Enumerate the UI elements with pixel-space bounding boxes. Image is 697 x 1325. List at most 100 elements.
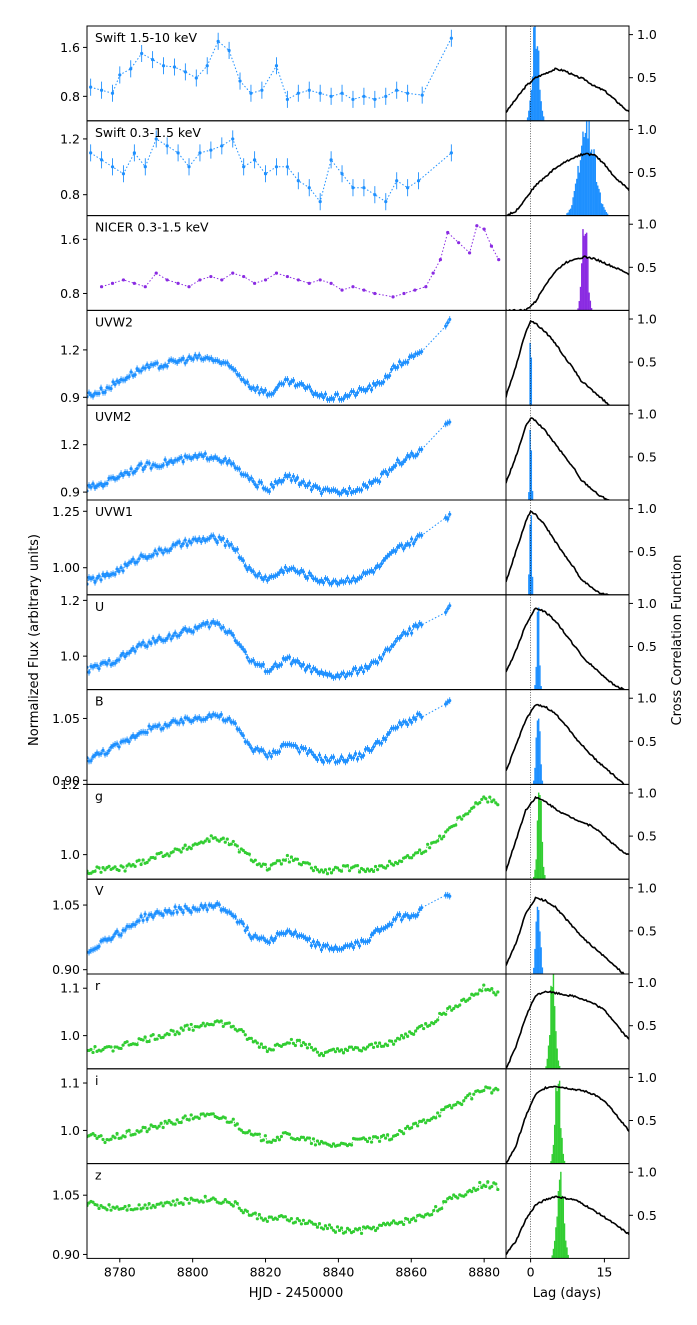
panel-label-3: UVW2 <box>95 314 133 329</box>
data-point <box>231 137 235 141</box>
data-point <box>123 1204 127 1209</box>
data-point <box>217 535 221 539</box>
data-point <box>245 380 249 384</box>
panel-2: NICER 0.3-1.5 keV 0.8 1.6 0.5 1.0 <box>60 215 657 311</box>
data-point <box>201 906 205 910</box>
data-point <box>365 387 370 391</box>
data-point <box>444 610 448 614</box>
data-point <box>339 491 344 495</box>
data-point <box>259 480 263 484</box>
data-point <box>121 172 126 176</box>
lag-histogram-bar <box>556 1091 558 1164</box>
data-point <box>221 536 225 540</box>
data-point <box>293 743 298 748</box>
data-point <box>375 661 380 665</box>
data-point <box>335 392 340 396</box>
data-point <box>265 1219 269 1223</box>
data-point <box>466 812 470 816</box>
data-point <box>311 753 316 757</box>
lag-histogram-bar <box>549 1035 551 1069</box>
data-point <box>373 1041 378 1045</box>
data-point <box>145 644 149 649</box>
ccf-panel-4 <box>506 405 610 501</box>
data-point <box>113 865 117 869</box>
ccf-x-tick-label: 15 <box>596 1264 612 1279</box>
data-point <box>175 1118 179 1122</box>
data-point <box>101 572 105 576</box>
data-point <box>365 485 370 489</box>
data-point <box>293 1043 298 1048</box>
ccf-curve-3 <box>506 319 610 406</box>
data-point <box>171 911 175 915</box>
data-point <box>351 186 355 190</box>
data-point <box>179 1026 183 1030</box>
data-point <box>420 1023 424 1028</box>
lag-histogram-bar <box>557 1083 560 1164</box>
data-point <box>185 543 189 548</box>
data-point <box>103 390 107 394</box>
data-point <box>349 1143 354 1147</box>
data-point <box>313 667 318 672</box>
ccf-y-tick-label: 1.0 <box>637 27 657 42</box>
data-point <box>363 1137 368 1142</box>
data-point <box>195 539 199 543</box>
data-point <box>259 1216 263 1220</box>
data-point <box>341 946 346 950</box>
lag-histogram-bar <box>567 1254 569 1259</box>
data-point <box>119 1046 123 1051</box>
y-tick-label: 0.90 <box>52 962 80 977</box>
data-point <box>213 836 217 840</box>
x-tick-label: 8780 <box>104 1264 136 1279</box>
data-point <box>253 1039 257 1043</box>
data-point <box>119 472 123 476</box>
ccf-frame-4 <box>505 404 630 501</box>
light-curve-7 <box>87 697 452 766</box>
data-point <box>317 943 322 947</box>
lag-histogram-bar <box>573 190 576 216</box>
lag-histogram-bar <box>599 192 601 216</box>
lag-histogram-bar <box>555 1031 557 1069</box>
data-point <box>274 64 279 68</box>
data-point <box>383 866 388 870</box>
data-point <box>295 475 300 480</box>
data-point <box>337 759 342 763</box>
data-point <box>357 870 362 874</box>
data-point <box>281 478 285 482</box>
data-point <box>318 200 322 204</box>
data-point <box>121 278 126 282</box>
x-tick-label: 8820 <box>250 1264 282 1279</box>
data-point <box>371 931 376 935</box>
data-point <box>349 942 354 946</box>
data-point <box>149 1206 153 1210</box>
data-point <box>315 758 320 762</box>
data-point <box>398 912 402 916</box>
data-point <box>363 869 368 874</box>
data-point <box>275 481 279 485</box>
data-point <box>297 1138 302 1142</box>
data-point <box>373 741 378 745</box>
data-point <box>317 580 322 584</box>
data-point <box>97 574 101 578</box>
data-point <box>141 918 145 923</box>
lag-histogram-bar <box>536 906 539 974</box>
data-point <box>260 88 264 92</box>
lag-histogram-bar <box>528 574 530 595</box>
ccf-curve-12 <box>506 1195 629 1256</box>
data-point <box>245 568 249 572</box>
data-point <box>216 39 220 43</box>
data-point <box>165 364 169 368</box>
data-point <box>185 358 189 362</box>
data-point <box>496 1088 500 1092</box>
data-point <box>227 458 231 463</box>
data-point <box>221 836 225 840</box>
data-point <box>227 1200 231 1205</box>
data-point <box>347 944 352 948</box>
data-point <box>414 623 418 627</box>
data-point <box>406 723 410 727</box>
data-point <box>117 745 121 749</box>
data-point <box>161 365 165 369</box>
data-point <box>109 1208 113 1212</box>
data-point <box>458 1003 462 1007</box>
panel-label-7: B <box>95 694 104 709</box>
data-point <box>107 864 111 868</box>
